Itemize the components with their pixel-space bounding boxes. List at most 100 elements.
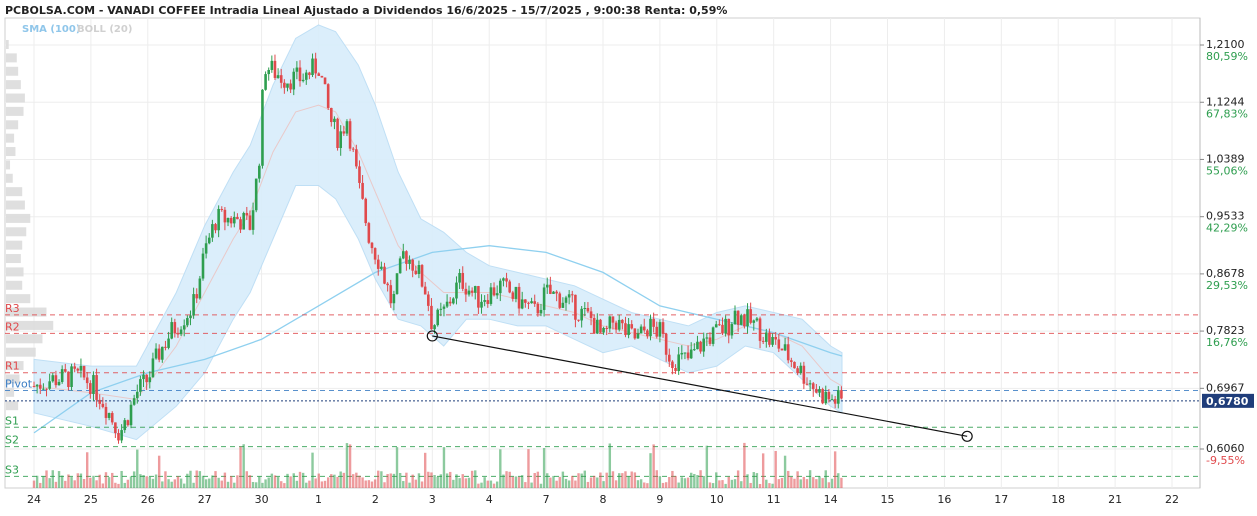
- volume-bar: [596, 477, 599, 488]
- y-tick-pct: -9,55%: [1206, 454, 1245, 467]
- x-tick-label: 1: [315, 493, 322, 506]
- volume-bar: [286, 473, 289, 488]
- candle-body: [621, 319, 624, 324]
- volume-bar: [364, 480, 367, 488]
- volume-bar: [57, 471, 61, 488]
- y-tick-label: 1,1244: [1206, 95, 1245, 108]
- candle-body: [489, 287, 493, 304]
- volume-bar: [148, 476, 151, 488]
- candle-body: [126, 420, 130, 426]
- volume-bar: [521, 475, 524, 488]
- chart-title: PCBOLSA.COM - VANADI COFFEE Intradia Lin…: [5, 4, 727, 17]
- volume-bar: [837, 473, 840, 488]
- volume-bar: [580, 473, 583, 488]
- volume-bar: [367, 480, 371, 488]
- volume-bar: [73, 480, 76, 488]
- candle-body: [483, 300, 486, 302]
- volume-bar: [589, 477, 593, 488]
- candle-body: [805, 383, 809, 385]
- candle-body: [264, 74, 267, 90]
- volume-bar: [815, 479, 818, 488]
- volume-bar: [323, 480, 327, 488]
- candle-body: [552, 291, 555, 294]
- trendline[interactable]: [432, 335, 968, 437]
- candle-body: [51, 375, 55, 382]
- candle-body: [298, 67, 302, 82]
- volume-bar: [295, 480, 299, 488]
- candle-body: [486, 300, 490, 304]
- candle-body: [680, 352, 684, 355]
- volume-bar: [95, 480, 98, 488]
- volume-bar: [492, 483, 496, 488]
- candle-body: [248, 215, 252, 230]
- volume-bar: [183, 483, 186, 488]
- volume-bar: [718, 480, 721, 488]
- candle-body: [286, 83, 289, 88]
- volume-bar: [721, 480, 724, 488]
- volume-bar: [98, 474, 101, 488]
- volume-bar: [552, 475, 555, 488]
- candle-body: [442, 306, 446, 309]
- volume-profile-bar: [6, 294, 31, 304]
- candle-body: [464, 288, 468, 295]
- volume-bar: [320, 481, 324, 488]
- volume-bar: [35, 475, 39, 488]
- candle-body: [32, 386, 36, 388]
- x-tick-label: 10: [710, 493, 724, 506]
- candle-body: [157, 348, 161, 360]
- candle-body: [739, 315, 743, 325]
- candle-body: [696, 341, 699, 350]
- volume-bar: [326, 477, 330, 488]
- volume-bar: [380, 471, 383, 488]
- volume-bar: [280, 481, 283, 488]
- candle-body: [129, 404, 133, 426]
- candle-body: [323, 77, 327, 85]
- trendline-handle-start[interactable]: [426, 330, 438, 342]
- candle-body: [589, 311, 593, 319]
- candle-body: [708, 337, 712, 344]
- candle-body: [380, 266, 383, 269]
- candle-body: [242, 212, 245, 230]
- volume-bar: [761, 453, 765, 488]
- candle-body: [586, 307, 590, 312]
- candle-body: [98, 399, 102, 404]
- candle-body: [42, 388, 45, 390]
- volume-bar: [693, 473, 696, 488]
- candle-body: [520, 299, 524, 309]
- candle-body: [198, 278, 202, 299]
- candle-body: [636, 333, 640, 339]
- pivot-label-s3: S3: [5, 463, 19, 476]
- candle-body: [780, 348, 784, 351]
- volume-profile-bar: [6, 254, 21, 264]
- candle-body: [617, 319, 621, 330]
- volume-bar: [812, 477, 815, 488]
- volume-bar: [796, 471, 799, 488]
- candle-body: [721, 324, 724, 334]
- candle-body: [204, 243, 208, 254]
- volume-bar: [746, 474, 749, 488]
- volume-bar: [430, 472, 433, 488]
- candle-body: [433, 325, 436, 330]
- candle-body: [389, 285, 393, 304]
- volume-bar: [605, 472, 608, 488]
- candle-body: [827, 391, 831, 400]
- candle-body: [674, 367, 677, 372]
- candle-body: [195, 294, 199, 299]
- candle-body: [408, 259, 411, 264]
- volume-profile-bar: [6, 387, 15, 397]
- candle-body: [176, 333, 180, 335]
- candle-body: [314, 58, 317, 74]
- candle-body: [104, 406, 108, 418]
- volume-bar: [395, 447, 399, 488]
- candle-body: [777, 339, 781, 349]
- y-tick-pct: 16,76%: [1206, 336, 1248, 349]
- volume-bar: [549, 477, 552, 488]
- volume-profile-bar: [6, 66, 19, 76]
- volume-bar: [370, 481, 374, 488]
- volume-bar: [89, 477, 92, 488]
- trendline-handle-end[interactable]: [961, 430, 973, 442]
- volume-bar: [54, 481, 58, 488]
- volume-bar: [586, 481, 590, 488]
- volume-bar: [502, 474, 505, 488]
